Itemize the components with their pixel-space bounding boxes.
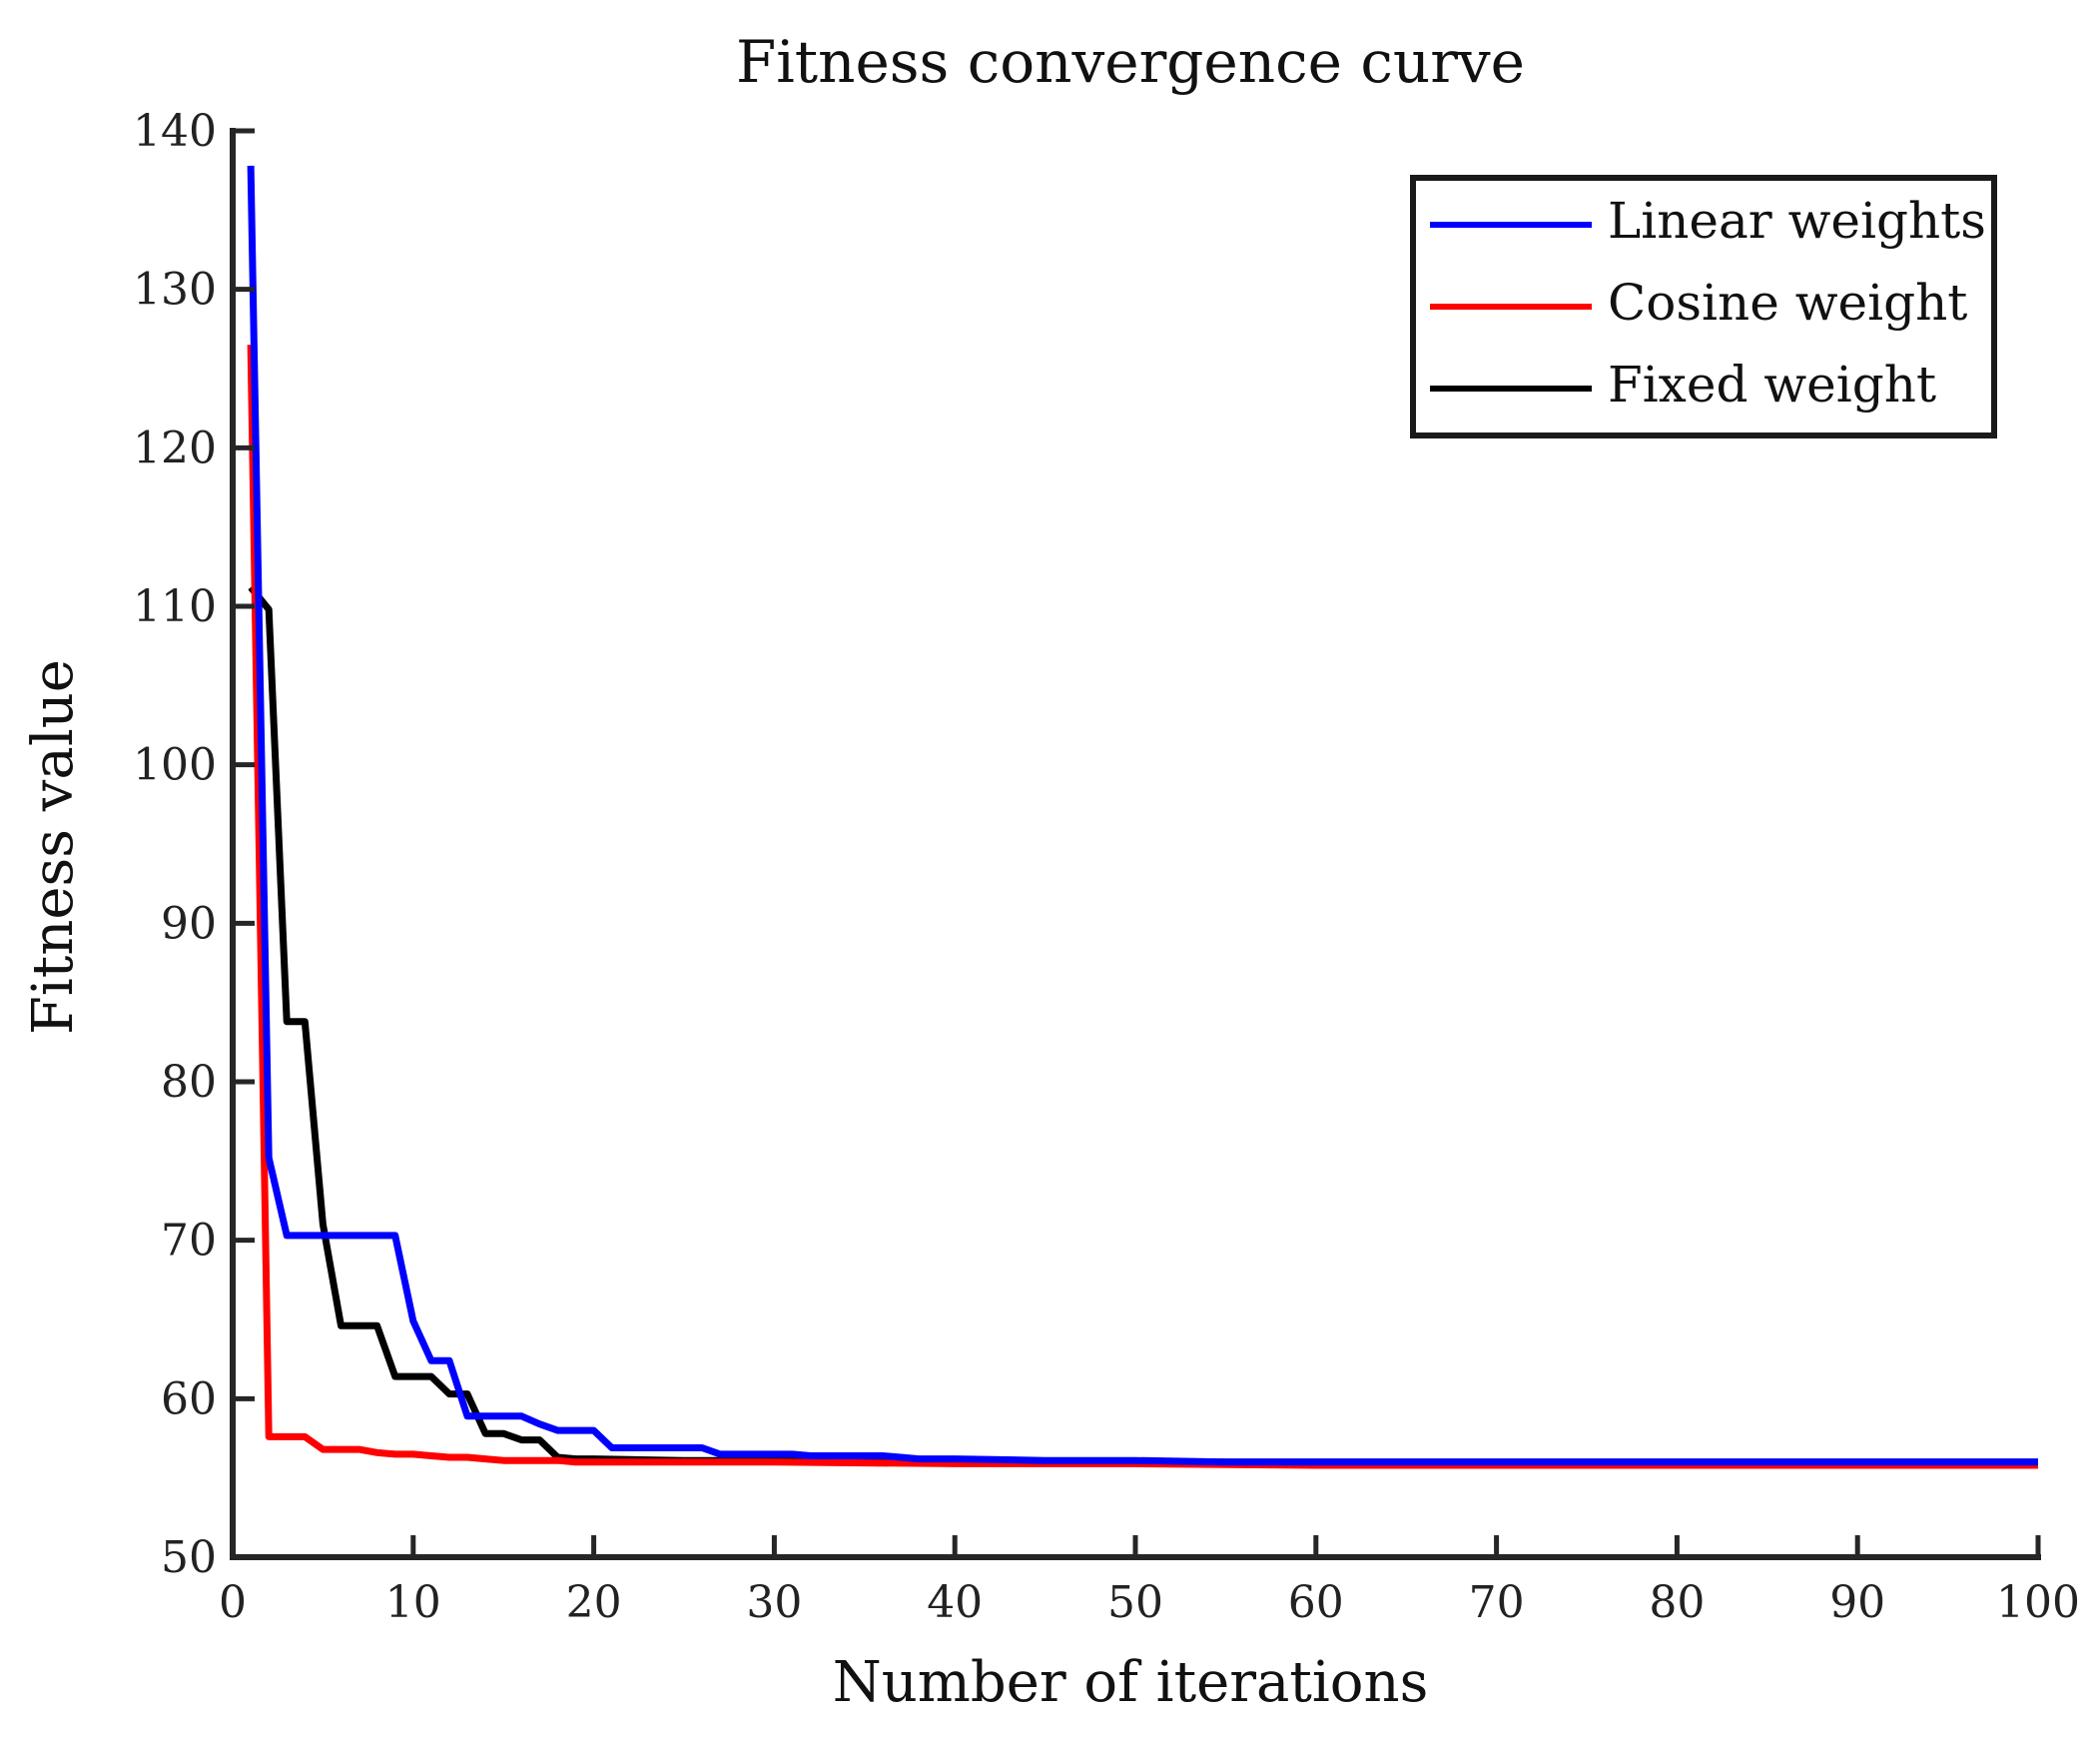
x-tick-label: 30 [746, 1577, 802, 1628]
y-tick-label: 100 [133, 740, 217, 791]
y-axis-label: Fitness value [21, 659, 86, 1035]
x-tick-label: 50 [1107, 1577, 1163, 1628]
x-tick-label: 80 [1649, 1577, 1705, 1628]
series-line-0 [247, 165, 2038, 1466]
series-line-1 [247, 345, 2038, 1469]
y-tick-label: 130 [133, 265, 217, 316]
x-tick-label: 40 [927, 1577, 983, 1628]
x-axis-label: Number of iterations [833, 1650, 1429, 1715]
chart-title: Fitness convergence curve [736, 28, 1525, 96]
legend-label-cosine: Cosine weight [1608, 274, 1967, 332]
x-tick-label: 70 [1469, 1577, 1525, 1628]
x-tick-label: 0 [219, 1577, 247, 1628]
y-tick-label: 140 [133, 106, 217, 157]
series-line-2 [248, 584, 2038, 1466]
y-tick-label: 70 [161, 1216, 217, 1267]
y-tick-label: 120 [133, 423, 217, 473]
legend: Linear weights Cosine weight Fixed weigh… [1410, 175, 1997, 438]
x-tick-label: 100 [1996, 1577, 2080, 1628]
x-tick-label: 10 [385, 1577, 441, 1628]
x-tick-label: 60 [1288, 1577, 1344, 1628]
y-tick-label: 90 [161, 898, 217, 949]
y-tick-label: 110 [133, 581, 217, 632]
x-ticks: 0 10 20 30 40 50 60 70 80 90 100 [219, 1535, 2080, 1628]
y-tick-label: 60 [161, 1373, 217, 1424]
y-ticks: 50 60 70 80 90 100 110 120 130 140 [133, 106, 255, 1583]
y-tick-label: 80 [161, 1057, 217, 1108]
x-tick-label: 90 [1829, 1577, 1885, 1628]
plot-lines [247, 165, 2038, 1469]
legend-label-fixed: Fixed weight [1608, 356, 1936, 414]
legend-label-linear: Linear weights [1608, 192, 1986, 250]
x-tick-label: 20 [566, 1577, 622, 1628]
y-tick-label: 50 [161, 1532, 217, 1583]
